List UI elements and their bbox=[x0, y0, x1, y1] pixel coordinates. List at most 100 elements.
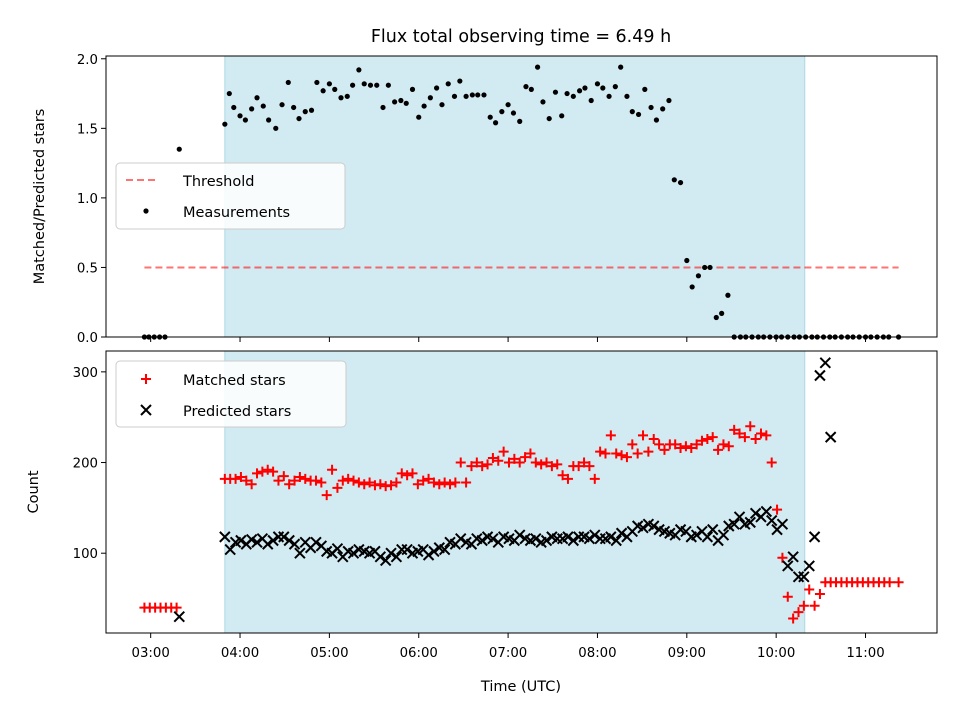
matched-star-marker bbox=[434, 479, 445, 490]
predicted-star-marker bbox=[476, 534, 488, 547]
predicted-star-marker bbox=[749, 507, 762, 520]
measurement-point bbox=[374, 82, 380, 88]
matched-star-marker bbox=[262, 464, 273, 475]
predicted-star-marker bbox=[690, 529, 703, 541]
predicted-star-marker bbox=[422, 549, 435, 561]
measurement-point bbox=[540, 99, 546, 105]
measurement-point bbox=[660, 106, 666, 112]
measurement-point bbox=[344, 93, 350, 99]
predicted-star-marker bbox=[401, 543, 413, 556]
matched-star-marker bbox=[487, 452, 498, 463]
predicted-star-marker bbox=[717, 529, 730, 541]
measurement-point bbox=[302, 109, 308, 115]
matched-star-marker bbox=[696, 435, 707, 446]
matched-star-marker bbox=[680, 441, 691, 452]
measurement-point bbox=[231, 104, 237, 111]
measurement-point bbox=[385, 82, 391, 88]
measurement-point bbox=[314, 79, 320, 86]
measurement-point bbox=[279, 102, 285, 108]
predicted-star-marker bbox=[567, 534, 580, 547]
matched-star-marker bbox=[310, 475, 321, 486]
measurement-point bbox=[421, 103, 427, 109]
measurement-point bbox=[226, 90, 232, 97]
matched-star-marker bbox=[766, 457, 777, 468]
measurement-point bbox=[666, 97, 672, 104]
y-tick-label: 1.5 bbox=[77, 122, 98, 137]
predicted-star-marker bbox=[310, 536, 322, 549]
matched-star-marker bbox=[407, 468, 418, 479]
matched-star-marker bbox=[316, 477, 327, 488]
matched-star-marker bbox=[246, 479, 257, 490]
legend-threshold-label: Threshold bbox=[182, 174, 254, 190]
predicted-star-marker bbox=[173, 610, 185, 623]
matched-star-marker bbox=[514, 457, 525, 468]
measurement-point bbox=[695, 273, 702, 279]
matched-star-marker bbox=[750, 433, 761, 444]
matched-star-marker bbox=[691, 439, 702, 450]
measurement-point bbox=[361, 81, 367, 87]
matched-star-marker bbox=[621, 452, 632, 463]
measurement-point bbox=[499, 109, 505, 115]
predicted-star-marker bbox=[245, 533, 258, 546]
measurement-point bbox=[445, 81, 451, 87]
matched-star-marker bbox=[718, 439, 729, 450]
matched-star-marker bbox=[884, 577, 895, 588]
matched-star-marker bbox=[386, 480, 397, 491]
measurement-point bbox=[582, 85, 588, 91]
matched-star-marker bbox=[375, 479, 386, 490]
matched-star-marker bbox=[364, 477, 375, 488]
count-legend: Matched stars Predicted stars bbox=[115, 360, 347, 428]
measurement-point bbox=[546, 115, 552, 122]
legend-predicted-label: Predicted stars bbox=[183, 404, 291, 420]
matched-star-marker bbox=[798, 600, 809, 611]
predicted-star-marker bbox=[782, 560, 794, 572]
matched-star-marker bbox=[584, 461, 595, 472]
predicted-star-marker bbox=[530, 532, 542, 545]
measurement-point bbox=[439, 102, 445, 108]
measurement-point bbox=[463, 93, 469, 99]
matched-star-marker bbox=[616, 450, 627, 461]
predicted-star-marker bbox=[787, 551, 799, 563]
predicted-star-marker bbox=[428, 545, 440, 558]
matched-star-marker bbox=[546, 461, 557, 472]
predicted-star-marker bbox=[487, 532, 499, 545]
matched-star-marker bbox=[755, 428, 766, 439]
predicted-star-marker bbox=[331, 542, 344, 555]
matched-star-marker bbox=[498, 446, 509, 457]
chart-title: Flux total observing time = 6.49 h bbox=[371, 27, 671, 47]
matched-star-marker bbox=[461, 477, 472, 488]
matched-star-marker bbox=[353, 477, 364, 488]
matched-star-marker bbox=[707, 432, 718, 443]
x-tick-label: 10:00 bbox=[757, 646, 795, 661]
predicted-star-marker bbox=[288, 538, 301, 550]
matched-star-marker bbox=[300, 473, 311, 484]
measurement-point bbox=[403, 100, 409, 106]
matched-star-marker bbox=[632, 448, 643, 459]
y-tick-label: 100 bbox=[73, 547, 98, 562]
matched-star-marker bbox=[579, 457, 590, 468]
count-plot-frame bbox=[105, 350, 938, 634]
predicted-star-marker bbox=[707, 523, 719, 536]
measurement-point bbox=[291, 104, 297, 111]
y-tick-label: 0.5 bbox=[77, 261, 98, 276]
measurement-point bbox=[707, 264, 713, 271]
matched-star-marker bbox=[723, 441, 734, 452]
x-tick-label: 06:00 bbox=[400, 646, 438, 661]
measurement-point bbox=[612, 84, 618, 90]
measurement-point bbox=[600, 85, 606, 91]
x-tick-label: 03:00 bbox=[132, 646, 170, 661]
predicted-star-marker bbox=[589, 529, 601, 541]
measurement-point bbox=[409, 86, 416, 92]
matched-star-marker bbox=[284, 479, 295, 490]
predicted-star-marker bbox=[347, 547, 360, 559]
matched-star-marker bbox=[654, 439, 665, 450]
matched-star-marker bbox=[252, 468, 263, 479]
matched-star-marker bbox=[638, 430, 649, 441]
matched-star-marker bbox=[450, 477, 461, 488]
measurement-point bbox=[475, 92, 481, 98]
matched-star-marker bbox=[627, 439, 638, 450]
matched-star-marker bbox=[482, 459, 493, 470]
matched-star-marker bbox=[552, 459, 563, 470]
predicted-star-marker bbox=[776, 518, 789, 530]
